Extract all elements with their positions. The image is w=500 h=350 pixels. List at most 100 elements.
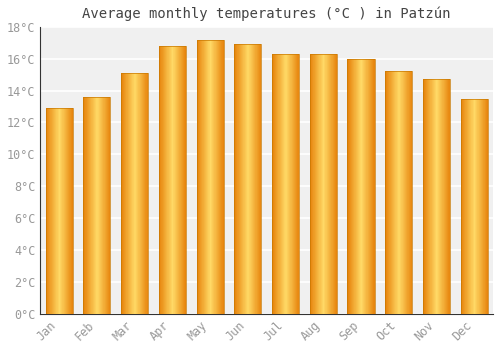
Bar — [464, 99, 465, 314]
Bar — [125, 73, 126, 314]
Bar — [62, 108, 63, 314]
Bar — [131, 73, 132, 314]
Bar — [63, 108, 64, 314]
Bar — [46, 108, 47, 314]
Bar — [93, 97, 94, 314]
Bar — [127, 73, 128, 314]
Bar — [426, 79, 427, 314]
Bar — [391, 71, 392, 314]
Bar — [295, 54, 296, 314]
Bar — [137, 73, 138, 314]
Bar — [372, 59, 373, 314]
Bar — [68, 108, 69, 314]
Bar — [348, 59, 374, 314]
Bar — [235, 44, 236, 314]
Bar — [487, 99, 488, 314]
Bar — [206, 40, 207, 314]
Bar — [168, 46, 169, 314]
Bar — [103, 97, 104, 314]
Bar — [465, 99, 466, 314]
Bar — [468, 99, 469, 314]
Bar — [65, 108, 66, 314]
Bar — [182, 46, 183, 314]
Bar — [136, 73, 137, 314]
Bar — [289, 54, 290, 314]
Bar — [316, 54, 317, 314]
Bar — [328, 54, 330, 314]
Bar — [467, 99, 468, 314]
Bar — [90, 97, 91, 314]
Bar — [357, 59, 358, 314]
Bar — [429, 79, 430, 314]
Bar — [145, 73, 146, 314]
Bar — [360, 59, 361, 314]
Bar — [197, 40, 198, 314]
Bar — [444, 79, 445, 314]
Bar — [389, 71, 390, 314]
Bar — [181, 46, 182, 314]
Bar — [272, 54, 273, 314]
Bar — [165, 46, 166, 314]
Bar — [449, 79, 450, 314]
Bar — [213, 40, 214, 314]
Bar — [185, 46, 186, 314]
Bar — [222, 40, 223, 314]
Bar — [434, 79, 435, 314]
Bar — [248, 44, 249, 314]
Bar — [272, 54, 299, 314]
Bar — [104, 97, 105, 314]
Bar — [164, 46, 165, 314]
Bar — [50, 108, 51, 314]
Bar — [236, 44, 237, 314]
Bar — [175, 46, 176, 314]
Bar — [472, 99, 473, 314]
Bar — [178, 46, 179, 314]
Bar — [479, 99, 480, 314]
Bar — [385, 71, 412, 314]
Bar — [484, 99, 485, 314]
Bar — [324, 54, 325, 314]
Bar — [373, 59, 374, 314]
Bar — [144, 73, 145, 314]
Bar — [283, 54, 284, 314]
Bar — [141, 73, 142, 314]
Bar — [92, 97, 93, 314]
Bar — [310, 54, 337, 314]
Bar — [396, 71, 397, 314]
Bar — [298, 54, 299, 314]
Bar — [311, 54, 312, 314]
Bar — [424, 79, 425, 314]
Bar — [325, 54, 326, 314]
Bar — [59, 108, 60, 314]
Bar — [198, 40, 199, 314]
Bar — [331, 54, 332, 314]
Bar — [362, 59, 363, 314]
Bar — [310, 54, 311, 314]
Bar — [56, 108, 57, 314]
Bar — [463, 99, 464, 314]
Bar — [133, 73, 134, 314]
Bar — [400, 71, 401, 314]
Bar — [172, 46, 173, 314]
Bar — [241, 44, 242, 314]
Bar — [313, 54, 314, 314]
Bar — [442, 79, 443, 314]
Bar — [261, 44, 262, 314]
Bar — [423, 79, 424, 314]
Bar — [123, 73, 124, 314]
Bar — [330, 54, 331, 314]
Bar — [55, 108, 56, 314]
Bar — [139, 73, 140, 314]
Bar — [327, 54, 328, 314]
Bar — [410, 71, 411, 314]
Bar — [202, 40, 203, 314]
Bar — [132, 73, 133, 314]
Bar — [466, 99, 467, 314]
Bar — [394, 71, 395, 314]
Bar — [142, 73, 143, 314]
Bar — [423, 79, 450, 314]
Bar — [319, 54, 320, 314]
Bar — [387, 71, 388, 314]
Bar — [275, 54, 276, 314]
Bar — [256, 44, 257, 314]
